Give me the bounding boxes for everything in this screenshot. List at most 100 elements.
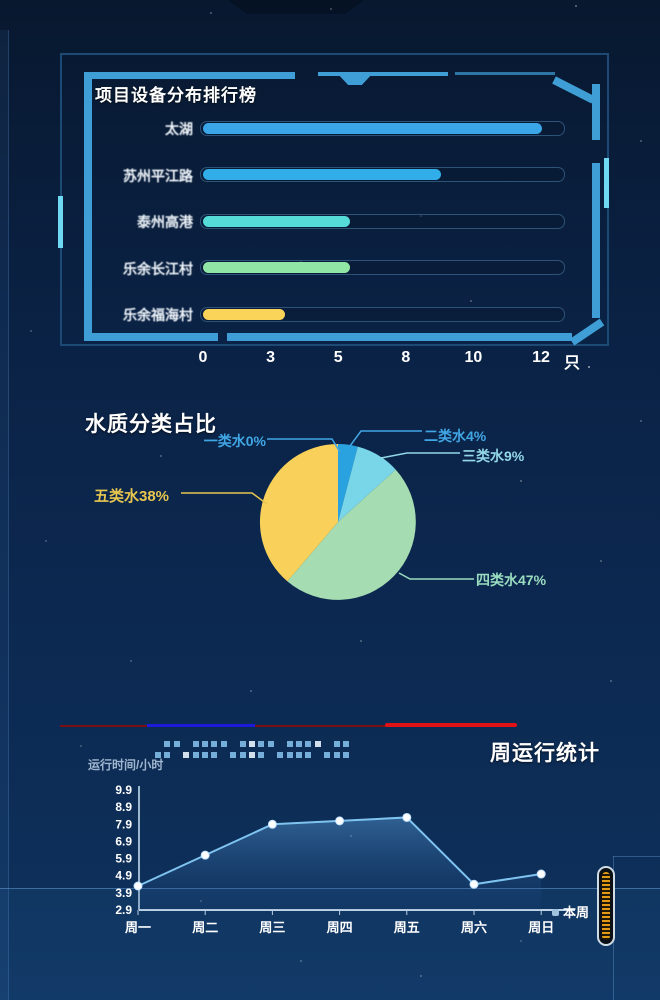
- week-x-label: 周日: [528, 920, 554, 935]
- pie-slice-二类水[interactable]: [338, 444, 358, 522]
- week-y-tick: 6.9: [115, 834, 132, 848]
- week-y-tick: 5.9: [115, 852, 132, 866]
- ranking-title: 项目设备分布排行榜: [95, 86, 257, 105]
- deco-dot: [155, 752, 161, 758]
- week-data-point-周一[interactable]: [133, 881, 143, 891]
- week-data-point-周日[interactable]: [536, 869, 546, 879]
- ranking-bar-label: 乐余长江村: [123, 260, 193, 277]
- pie-slice-五类水[interactable]: [259, 443, 338, 582]
- deco-dot: [220, 741, 227, 747]
- deco-line-blue: [147, 724, 255, 727]
- ranking-bar-track: [200, 260, 565, 276]
- deco-dot: [173, 741, 180, 747]
- ranking-bar[interactable]: [203, 215, 351, 227]
- week-x-label: 周六: [461, 920, 487, 935]
- week-data-point-周三[interactable]: [267, 819, 277, 829]
- ranking-axis-tick: 0: [198, 349, 208, 366]
- pie-title: 水质分类占比: [85, 413, 217, 436]
- deco-dot: [286, 741, 293, 747]
- ranking-bar-label: 泰州高港: [137, 214, 193, 231]
- panel-inner-border: [84, 333, 218, 341]
- week-data-point-周六[interactable]: [469, 879, 479, 889]
- week-x-label: 周四: [327, 920, 353, 935]
- week-y-tick: 2.9: [115, 903, 132, 917]
- week-y-tick: 7.9: [115, 817, 132, 831]
- week-data-point-周五[interactable]: [402, 812, 412, 822]
- ranking-bar-label: 太湖: [165, 121, 193, 137]
- panel-inner-border: [336, 72, 374, 85]
- ranking-bar-track: [200, 120, 565, 136]
- pie-leader-line: [398, 572, 474, 580]
- deco-dot: [305, 741, 312, 747]
- deco-dot: [249, 741, 255, 747]
- deco-dot: [230, 752, 237, 758]
- deco-dot: [202, 752, 208, 758]
- ranking-axis-tick: 3: [266, 349, 276, 366]
- deco-dot: [202, 741, 208, 747]
- ranking-bar-track: [200, 306, 565, 322]
- ranking-bar[interactable]: [203, 262, 351, 274]
- week-x-label: 周五: [394, 920, 420, 935]
- week-y-tick: 8.9: [115, 800, 132, 814]
- deco-dot: [164, 741, 171, 747]
- deco-dot: [239, 741, 246, 747]
- deco-dot: [296, 752, 302, 758]
- panel-inner-border: [318, 72, 448, 76]
- week-area-fill: [138, 817, 542, 910]
- panel-inner-border: [455, 72, 555, 75]
- legend-this-week[interactable]: 本周: [563, 905, 590, 920]
- vertical-scrollbar[interactable]: [597, 866, 615, 946]
- panel-inner-border: [84, 72, 92, 340]
- panel-frame-accent-right: [604, 158, 609, 208]
- pie-slice-三类水[interactable]: [338, 446, 396, 522]
- ranking-bar[interactable]: [203, 122, 542, 134]
- deco-dot: [314, 741, 321, 747]
- week-data-point-周二[interactable]: [200, 850, 210, 860]
- deco-dot: [324, 752, 331, 758]
- week-line-chart: 9.9 8.9 7.9 6.9 5.9 4.9 3.9 2.9 周一 周二 周三 周四 周五 周六 周日: [115, 783, 575, 935]
- deco-dot: [286, 752, 293, 758]
- ranking-axis-tick: 5: [333, 349, 343, 366]
- panel-inner-border: [90, 72, 295, 79]
- ranking-axis-unit: 只: [564, 355, 581, 372]
- week-x-label: 周三: [259, 920, 285, 935]
- panel-inner-border: [592, 84, 600, 140]
- scrollbar-thumb[interactable]: [602, 872, 610, 940]
- deco-dot: [333, 752, 340, 758]
- week-title: 周运行统计: [490, 742, 600, 765]
- pie-label-class3: 三类水9%: [462, 448, 525, 464]
- week-y-axis-label: 运行时间/小时: [88, 758, 164, 772]
- deco-dot: [267, 741, 274, 747]
- week-y-tick: 3.9: [115, 886, 132, 900]
- left-edge-strip: [0, 30, 9, 1000]
- ranking-bar-track: [200, 167, 565, 183]
- deco-dot: [192, 752, 199, 758]
- right-panel-top-line: [613, 856, 660, 857]
- panel-frame-accent-left: [58, 196, 63, 248]
- pie-label-class2: 二类水4%: [424, 428, 487, 444]
- ranking-bar-track: [200, 213, 565, 229]
- pie-leader-line: [380, 452, 460, 459]
- ranking-bar[interactable]: [203, 308, 286, 320]
- deco-dot: [183, 752, 190, 758]
- ranking-bar-label: 乐余福海村: [123, 307, 193, 324]
- deco-line-red: [385, 723, 517, 727]
- pie-label-class5: 五类水38%: [94, 488, 170, 505]
- panel-inner-border: [592, 163, 600, 318]
- ranking-bar[interactable]: [203, 169, 441, 181]
- deco-dot: [258, 752, 265, 758]
- week-x-label: 周一: [125, 920, 151, 935]
- deco-dot: [343, 752, 349, 758]
- pie-slice-四类水[interactable]: [287, 469, 416, 600]
- deco-dot: [277, 752, 284, 758]
- pie-label-class4: 四类水47%: [476, 572, 547, 588]
- week-data-point-周四[interactable]: [335, 816, 345, 826]
- week-y-tick: 9.9: [115, 783, 132, 797]
- deco-dot: [249, 752, 255, 758]
- pie-leader-line: [181, 492, 268, 505]
- pie-leader-line: [349, 430, 422, 447]
- legend-marker-icon: [552, 909, 559, 916]
- deco-dot: [164, 752, 171, 758]
- deco-dot: [305, 752, 312, 758]
